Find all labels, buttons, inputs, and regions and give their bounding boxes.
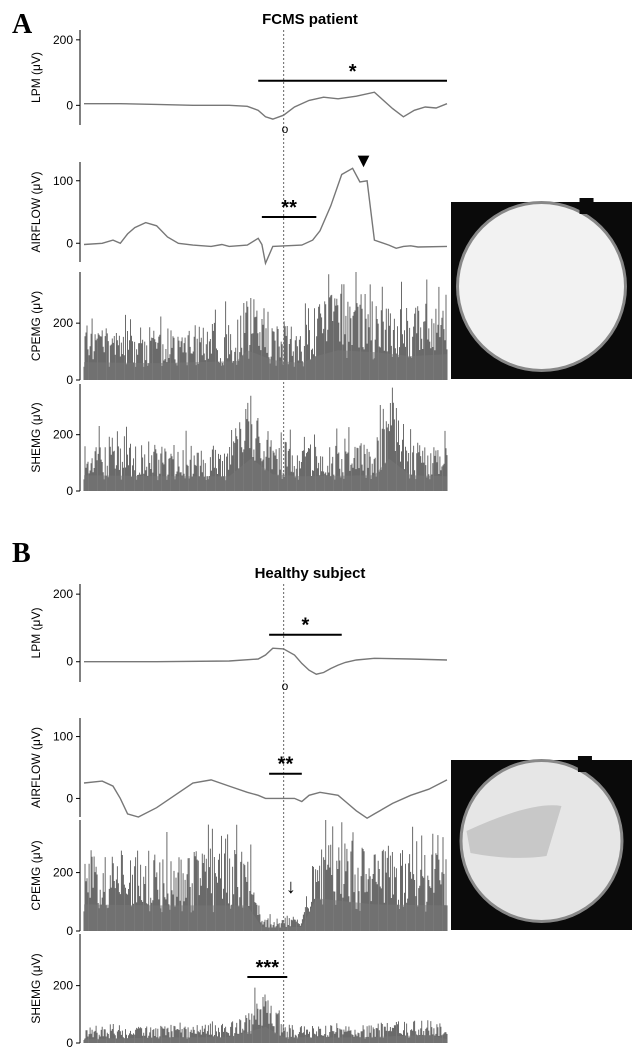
panel-b: B Healthy subject o 0 200 LPM (μV) * 0 100 AIRFLO… [12,538,632,1047]
y-tick-label: 200 [53,33,73,47]
emg-baseline-fill [84,898,447,931]
y-tick-label: 0 [66,791,73,805]
y-tick-label: 200 [53,428,73,442]
trace-cpemg: 0 200 CPEMG (μV) [29,272,448,387]
photo-shadow-region [466,805,562,858]
trace-cpemg: 0 200 CPEMG (μV) ↓ [29,820,448,938]
arrowhead-marker: ▼ [354,150,374,172]
y-tick-label: 0 [66,98,73,112]
trace-shemg: 0 200 SHEMG (μV) *** [29,934,448,1047]
trace-shemg: 0 200 SHEMG (μV) [29,384,448,498]
signal-line [84,647,448,675]
y-axis-label: AIRFLOW (μV) [29,172,43,253]
significance-marker: ** [281,197,297,219]
y-tick-label: 200 [53,587,73,601]
signal-line [84,91,448,120]
panel-letter: A [12,9,33,40]
y-tick-label: 0 [66,655,73,669]
endoscopy-image-patient [451,198,632,379]
trace-lpm: 0 200 LPM (μV) * [29,584,448,682]
y-tick-label: 100 [53,174,73,188]
photo-notch [577,756,592,772]
y-tick-label: 200 [53,979,73,993]
trace-airflow: 0 100 AIRFLOW (μV) ** ▼ [29,150,448,266]
y-tick-label: 200 [53,316,73,330]
significance-marker: * [349,61,357,83]
y-axis-label: CPEMG (μV) [29,840,43,910]
significance-marker: ** [278,754,294,776]
panel-a: A FCMS patient o 0 200 LPM (μV) * 0 100 AIRFLOW (… [12,9,632,498]
panel-title: FCMS patient [262,11,358,28]
signal-line [83,167,448,266]
y-axis-label: SHEMG (μV) [29,953,43,1023]
signal-line [83,779,448,820]
endoscopy-image-healthy [451,756,632,930]
y-tick-label: 0 [66,373,73,387]
y-axis-label: SHEMG (μV) [29,402,43,472]
y-axis-label: AIRFLOW (μV) [29,727,43,808]
y-tick-label: 0 [66,236,73,250]
y-tick-label: 0 [66,484,73,498]
y-tick-label: 0 [66,1036,73,1047]
photo-notch [579,198,594,214]
arrow-marker: ↓ [286,876,296,898]
emg-baseline-fill [84,458,447,491]
y-axis-label: LPM (μV) [29,52,43,103]
photo-lumen [459,204,624,369]
y-tick-label: 0 [66,924,73,938]
y-tick-label: 100 [53,730,73,744]
emg-baseline-fill [84,1026,447,1043]
y-axis-label: CPEMG (μV) [29,291,43,361]
emg-baseline-fill [84,350,447,380]
trace-airflow: 0 100 AIRFLOW (μV) ** [29,718,448,820]
y-tick-label: 200 [53,866,73,880]
panel-letter: B [12,538,31,569]
significance-marker: *** [256,957,280,979]
significance-marker: * [302,615,310,637]
panel-title: Healthy subject [255,565,366,582]
y-axis-label: LPM (μV) [29,608,43,659]
event-marker-label: o [282,679,289,693]
event-marker-label: o [282,122,289,136]
trace-lpm: 0 200 LPM (μV) * [29,30,448,125]
